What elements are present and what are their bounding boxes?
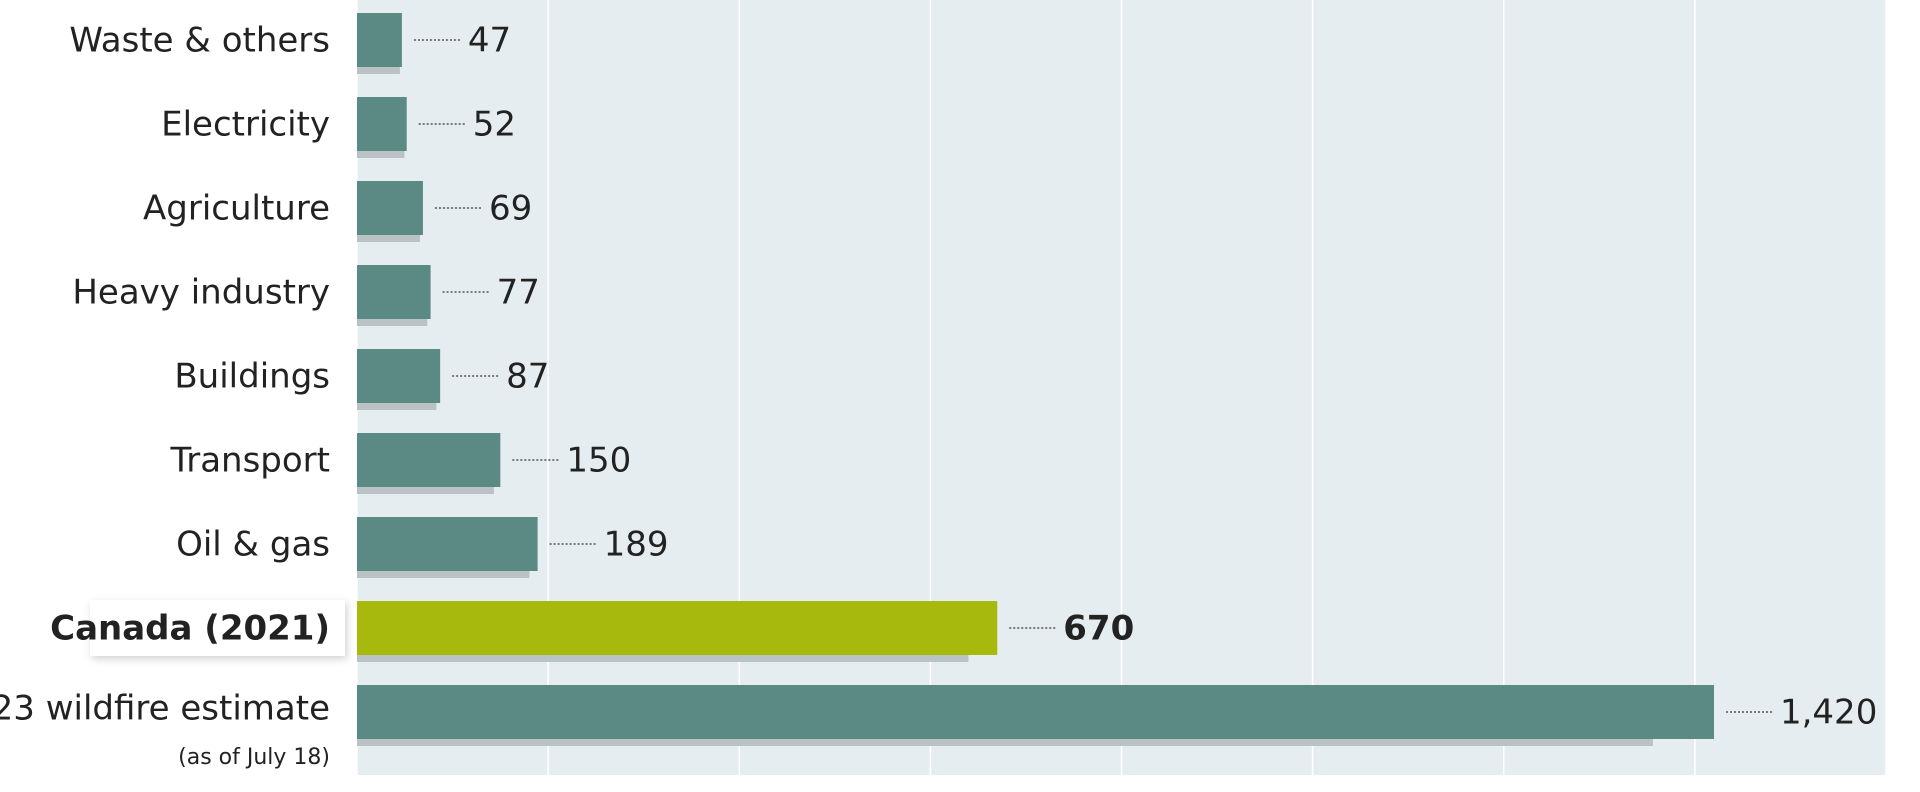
value-label: 189: [604, 525, 669, 565]
value-label: 47: [468, 21, 511, 61]
bar: [357, 433, 501, 487]
value-label: 670: [1063, 609, 1134, 649]
bar: [357, 97, 407, 151]
category-note: (as of July 18): [178, 745, 330, 770]
value-label: 1,420: [1780, 693, 1877, 733]
category-label: Oil & gas: [176, 525, 330, 565]
category-label: Waste & others: [69, 21, 330, 61]
value-label: 150: [566, 441, 631, 481]
bar: [357, 517, 538, 571]
category-label: Buildings: [174, 357, 330, 397]
bar: [357, 601, 998, 655]
bar: [357, 349, 441, 403]
bar: [357, 181, 423, 235]
value-label: 69: [489, 189, 532, 229]
label-box: [90, 600, 345, 656]
value-label: 87: [506, 357, 549, 397]
value-label: 52: [473, 105, 516, 145]
category-label: Canada (2021): [50, 609, 330, 649]
category-label: Heavy industry: [72, 273, 330, 313]
value-label: 77: [497, 273, 540, 313]
bar: [357, 265, 431, 319]
category-label: Electricity: [161, 105, 330, 145]
bar: [357, 685, 1714, 739]
category-label: Transport: [169, 441, 330, 481]
category-label: Agriculture: [143, 189, 330, 229]
bar: [357, 13, 402, 67]
